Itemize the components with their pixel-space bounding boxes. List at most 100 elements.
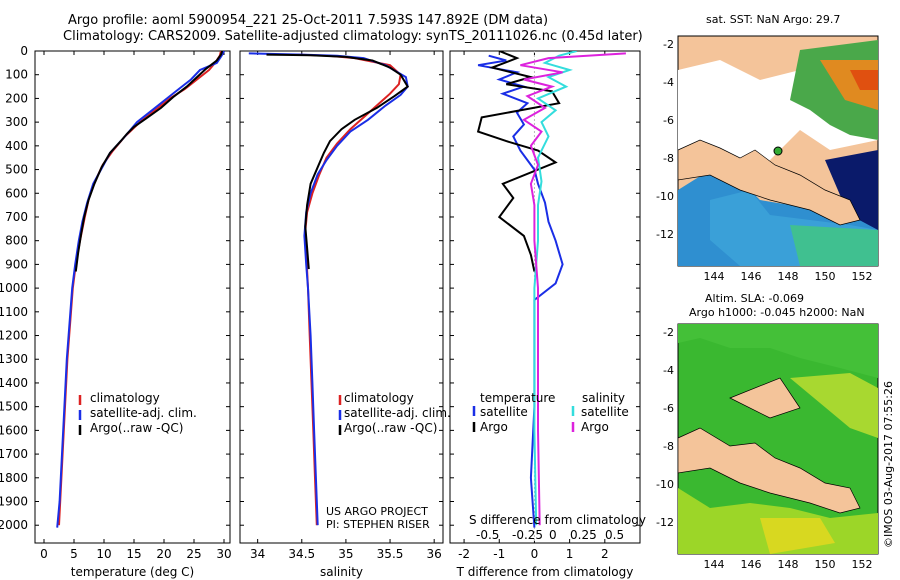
x-tick-label: 30 xyxy=(216,547,231,561)
x-tick-label: 1 xyxy=(566,547,574,561)
sla-map-title-1: Altim. SLA: -0.069 xyxy=(705,292,805,305)
depth-tick-label: 400 xyxy=(5,139,28,153)
map-lat-tick: -10 xyxy=(656,190,674,203)
depth-tick-label: 1700 xyxy=(0,447,28,461)
x-tick-label: 0 xyxy=(531,547,539,561)
map-lat-tick: -6 xyxy=(663,402,674,415)
title-line-1: Argo profile: aoml 5900954_221 25-Oct-20… xyxy=(68,13,549,28)
diff-legend-s-argo-label: Argo xyxy=(581,420,609,434)
map-lon-tick: 146 xyxy=(741,270,762,283)
panel-temperature-frame xyxy=(34,50,231,544)
x-tick-label: 20 xyxy=(156,547,171,561)
diff-legend-t-sat-label: satellite xyxy=(480,405,528,419)
sla-north-band xyxy=(678,324,878,378)
depth-tick-label: 1100 xyxy=(0,305,28,319)
sla-island xyxy=(729,377,801,419)
salinity-legend-labels: climatology satellite-adj. clim. Argo(..… xyxy=(344,391,451,436)
series-line-s-argo xyxy=(520,52,626,526)
map-lon-tick: 150 xyxy=(815,270,836,283)
depth-tick-label: 200 xyxy=(5,91,28,105)
sst-hottest-patch xyxy=(850,70,878,90)
map-lon-tick: 152 xyxy=(852,558,873,571)
x-tick-label: -2 xyxy=(458,547,470,561)
sst-map: -2 -4 -6 -8 -10 -12 144 146 148 150 152 xyxy=(656,35,879,283)
map-lon-tick: 144 xyxy=(704,558,725,571)
depth-tick-label: 1300 xyxy=(0,352,28,366)
sla-yellow-patch xyxy=(790,373,878,438)
depth-tick-label: 0 xyxy=(20,44,28,58)
diff-legend-salinity-title: salinity xyxy=(582,391,626,405)
difference-legend xyxy=(472,406,575,432)
depth-tick-label: 600 xyxy=(5,186,28,200)
sla-map-ticks: -2 -4 -6 -8 -10 -12 144 146 148 150 152 xyxy=(656,326,872,571)
temperature-panel: 0 5 10 15 20 25 30 temperature (deg C) xyxy=(34,50,232,579)
depth-tick-label: 1900 xyxy=(0,495,28,509)
x-axis-label: salinity xyxy=(320,565,363,579)
series-line-argo-raw-qc- xyxy=(74,51,224,272)
title-line-2: Climatology: CARS2009. Satellite-adjuste… xyxy=(63,29,643,44)
depth-tick-label: 300 xyxy=(5,115,28,129)
map-lon-tick: 144 xyxy=(704,270,725,283)
map-lat-tick: -10 xyxy=(656,478,674,491)
sst-map-ticks: -2 -4 -6 -8 -10 -12 144 146 148 150 152 xyxy=(656,38,872,283)
x-tick-label: 5 xyxy=(70,547,78,561)
diff-legend-t-argo-label: Argo xyxy=(480,420,508,434)
x-tick-label: 2 xyxy=(601,547,609,561)
temperature-legend-labels: climatology satellite-adj. clim. Argo(..… xyxy=(90,391,197,436)
series-line-t-argo xyxy=(476,51,561,272)
map-lat-tick: -12 xyxy=(656,516,674,529)
x-tick-label: -1 xyxy=(493,547,505,561)
depth-tick-label: 1000 xyxy=(0,281,28,295)
legend-argo-label: Argo(..raw -QC) xyxy=(90,421,184,435)
x-tick-label: 0 xyxy=(40,547,48,561)
s-tick-4: 0.25 xyxy=(570,528,597,542)
map-lon-tick: 148 xyxy=(778,558,799,571)
sst-map-title: sat. SST: NaN Argo: 29.7 xyxy=(706,13,841,26)
x-tick-label: 10 xyxy=(96,547,111,561)
x-axis-label: T difference from climatology xyxy=(456,565,634,579)
map-lat-tick: -12 xyxy=(656,228,674,241)
salinity-panel: 34 34.5 35 35.5 36 salinity xyxy=(239,50,444,579)
map-lat-tick: -4 xyxy=(663,364,674,377)
s-tick-2: -0.25 xyxy=(512,528,544,542)
map-lon-tick: 152 xyxy=(852,270,873,283)
map-lon-tick: 148 xyxy=(778,270,799,283)
imos-timestamp: ©IMOS 03-Aug-2017 07:55:26 xyxy=(882,381,895,548)
sla-png-coast xyxy=(677,427,861,514)
depth-tick-label: 1500 xyxy=(0,400,28,414)
diff-legend-temperature-title: temperature xyxy=(480,391,556,405)
s-tick-5: 0.5 xyxy=(605,528,625,542)
depth-tick-label: 1800 xyxy=(0,471,28,485)
diff-legend-s-sat-label: satellite xyxy=(581,405,629,419)
depth-tick-label: 500 xyxy=(5,163,28,177)
panel-difference-frame xyxy=(449,50,641,544)
legend-satellite-label: satellite-adj. clim. xyxy=(90,406,197,420)
x-tick-label: 34 xyxy=(250,547,265,561)
x-tick-label: 15 xyxy=(126,547,141,561)
depth-tick-label: 1600 xyxy=(0,423,28,437)
x-tick-label: 36 xyxy=(427,547,442,561)
sst-png-coast xyxy=(677,139,861,226)
x-tick-label: 25 xyxy=(186,547,201,561)
depth-tick-label: 2000 xyxy=(0,518,28,532)
map-lon-tick: 146 xyxy=(741,558,762,571)
pi-credit: PI: STEPHEN RISER xyxy=(326,518,430,531)
depth-axis: 0 100 200 300 400 500 600 700 800 900 1000 1100 1200… xyxy=(0,44,28,532)
depth-tick-label: 700 xyxy=(5,210,28,224)
sal-legend-climatology-label: climatology xyxy=(344,391,414,405)
x-tick-label: 34.5 xyxy=(288,547,315,561)
sla-map: -2 -4 -6 -8 -10 -12 144 146 148 150 152 xyxy=(656,323,879,571)
map-lat-tick: -8 xyxy=(663,152,674,165)
panel-salinity-frame xyxy=(239,50,444,544)
project-credit: US ARGO PROJECT xyxy=(326,505,428,518)
sal-legend-satellite-label: satellite-adj. clim. xyxy=(344,406,451,420)
sal-legend-argo-label: Argo(..raw -QC) xyxy=(344,421,438,435)
map-lat-tick: -4 xyxy=(663,76,674,89)
sla-high-patch xyxy=(760,518,835,554)
map-lat-tick: -2 xyxy=(663,326,674,339)
map-lat-tick: -8 xyxy=(663,440,674,453)
legend-climatology-label: climatology xyxy=(90,391,160,405)
depth-tick-label: 100 xyxy=(5,68,28,82)
